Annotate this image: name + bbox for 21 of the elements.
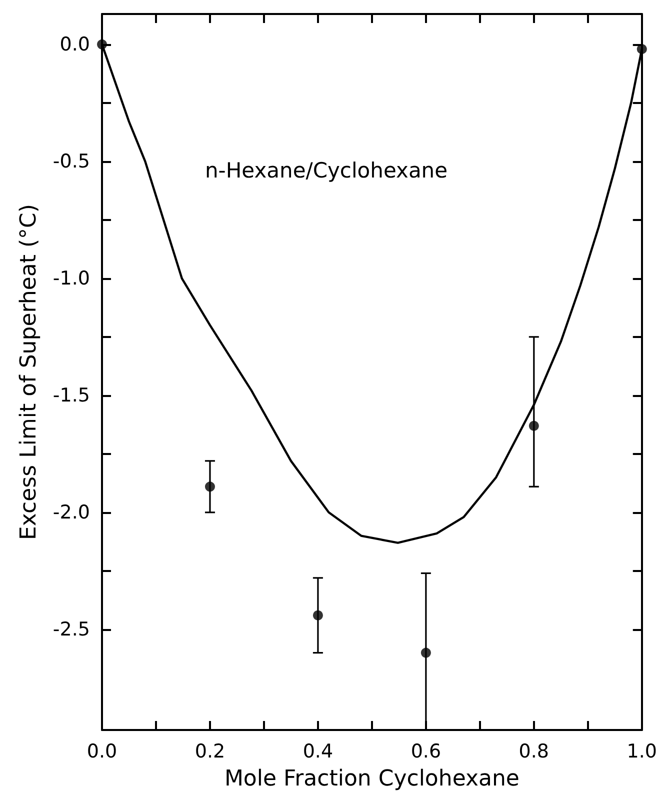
x-tick-label: 1.0 — [626, 740, 657, 762]
point — [204, 482, 215, 492]
y-tick-label: -2.5 — [52, 618, 90, 640]
x-tick-label: 0.6 — [410, 740, 442, 762]
x-tick-label: 0.2 — [194, 740, 226, 762]
point — [97, 39, 107, 50]
y-tick-label: -0.5 — [52, 150, 90, 172]
y-tick-label: 0.0 — [60, 33, 90, 56]
x-tick-label: 0.4 — [302, 740, 334, 762]
point — [528, 420, 539, 431]
x-tick-label: 0.0 — [86, 740, 118, 762]
y-tick-label: -1.5 — [52, 384, 90, 406]
y-tick-label: -1.0 — [52, 267, 90, 290]
x-tick-label: 0.8 — [518, 740, 550, 762]
point — [636, 44, 647, 54]
x-axis-title: Mole Fraction Cyclohexane — [224, 766, 520, 792]
y-axis-title: Excess Limit of Superheat (°C) — [16, 204, 42, 540]
point — [312, 610, 323, 620]
y-tick-label: -2.0 — [52, 501, 90, 524]
annotation: n-Hexane/Cyclohexane — [205, 158, 448, 182]
point — [420, 648, 431, 658]
